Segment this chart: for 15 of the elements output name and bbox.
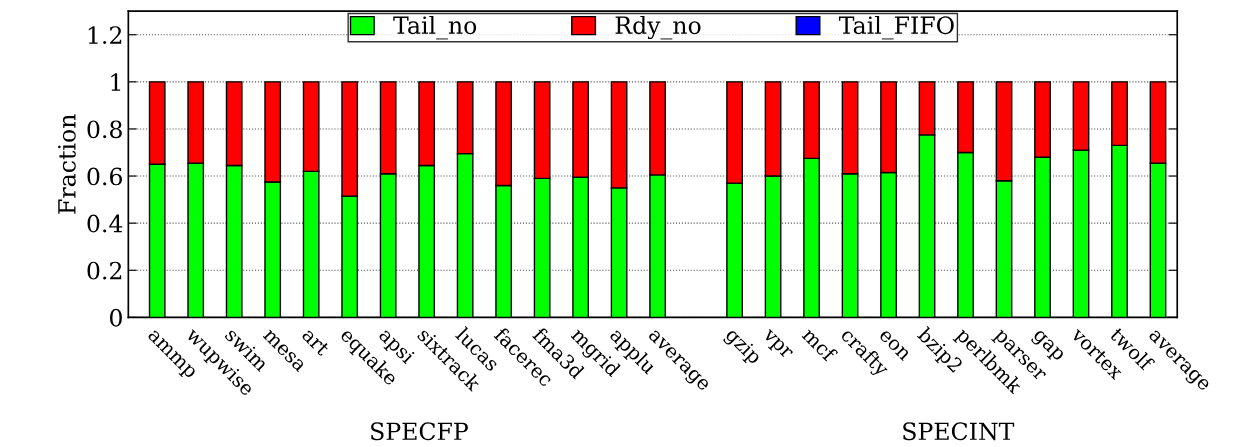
legend-label: Tail_FIFO (838, 15, 954, 40)
y-tick-label: 1.2 (88, 26, 122, 45)
text: SPECFP (371, 422, 468, 441)
y-tick-label: 0.8 (87, 120, 122, 139)
x-tick-label: mcf (801, 326, 839, 363)
legend-label: Rdy_no (615, 15, 701, 40)
text: SPECINT (903, 422, 1015, 441)
x-tick-label: art (301, 327, 331, 357)
y-tick-label: 1 (111, 73, 121, 91)
y-axis-title: Fraction (58, 114, 76, 214)
y-tick-label: 0.6 (87, 167, 122, 186)
legend-label: Tail_no (393, 15, 477, 40)
y-tick-label: 0.2 (87, 261, 122, 280)
y-tick-label: 0 (110, 308, 122, 327)
y-tick-label: 0.4 (87, 214, 123, 233)
